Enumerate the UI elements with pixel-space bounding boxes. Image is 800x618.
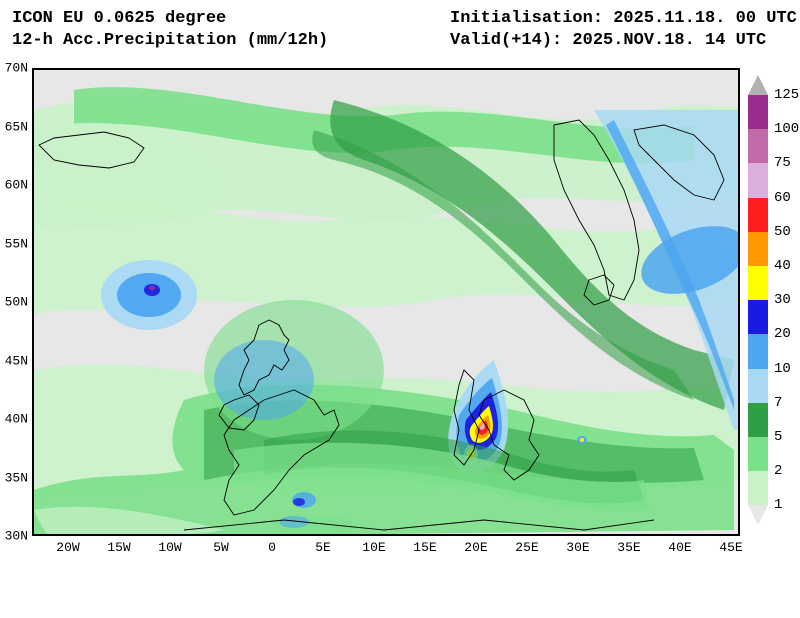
legend-band-10-20[interactable] [748, 334, 768, 368]
legend-color-strip [748, 95, 768, 505]
y-tick-35N: 35N [5, 470, 28, 485]
x-tick-25E: 25E [515, 540, 538, 555]
y-tick-50N: 50N [5, 295, 28, 310]
model-title: ICON EU 0.0625 degree [12, 8, 328, 30]
y-tick-55N: 55N [5, 236, 28, 251]
color-scale-legend: 125 100 75 60 50 40 30 20 10 7 5 2 1 [748, 75, 768, 525]
legend-label-10: 10 [774, 361, 791, 377]
x-tick-5E: 5E [315, 540, 331, 555]
x-tick-20W: 20W [56, 540, 79, 555]
x-tick-35E: 35E [617, 540, 640, 555]
legend-band-20-30[interactable] [748, 300, 768, 334]
header-left-block: ICON EU 0.0625 degree 12-h Acc.Precipita… [12, 8, 328, 52]
legend-gradient-top [748, 75, 768, 95]
x-tick-40E: 40E [668, 540, 691, 555]
y-tick-40N: 40N [5, 412, 28, 427]
legend-label-125: 125 [774, 87, 799, 103]
x-tick-5W: 5W [213, 540, 229, 555]
x-tick-30E: 30E [566, 540, 589, 555]
x-tick-10W: 10W [158, 540, 181, 555]
x-tick-10E: 10E [362, 540, 385, 555]
precipitation-map[interactable] [32, 68, 740, 536]
legend-label-7: 7 [774, 395, 782, 411]
legend-label-50: 50 [774, 224, 791, 240]
legend-label-60: 60 [774, 190, 791, 206]
y-tick-30N: 30N [5, 529, 28, 544]
parameter-title: 12-h Acc.Precipitation (mm/12h) [12, 30, 328, 52]
valid-time-label: Valid(+14): 2025.NOV.18. 14 UTC [450, 30, 797, 52]
legend-tick-labels: 125 100 75 60 50 40 30 20 10 7 5 2 1 [774, 95, 800, 505]
x-tick-0: 0 [268, 540, 276, 555]
y-axis-labels: 70N 65N 60N 55N 50N 45N 40N 35N 30N [0, 68, 30, 536]
legend-label-40: 40 [774, 258, 791, 274]
x-tick-20E: 20E [464, 540, 487, 555]
y-tick-60N: 60N [5, 178, 28, 193]
legend-band-5-7[interactable] [748, 403, 768, 437]
init-time-label: Initialisation: 2025.11.18. 00 UTC [450, 8, 797, 30]
legend-label-30: 30 [774, 292, 791, 308]
legend-band-75-100[interactable] [748, 129, 768, 163]
legend-label-20: 20 [774, 326, 791, 342]
x-tick-15W: 15W [107, 540, 130, 555]
legend-band-2-5[interactable] [748, 437, 768, 471]
legend-band-30-40[interactable] [748, 266, 768, 300]
y-tick-65N: 65N [5, 119, 28, 134]
legend-band-1-2[interactable] [748, 471, 768, 505]
x-tick-45E: 45E [719, 540, 742, 555]
legend-label-5: 5 [774, 429, 782, 445]
header-right-block: Initialisation: 2025.11.18. 00 UTC Valid… [450, 8, 797, 52]
legend-band-60-75[interactable] [748, 163, 768, 197]
legend-label-1: 1 [774, 497, 782, 513]
weather-map-page: ICON EU 0.0625 degree 12-h Acc.Precipita… [0, 0, 800, 618]
legend-label-75: 75 [774, 155, 791, 171]
legend-label-2: 2 [774, 463, 782, 479]
legend-gradient-bottom [748, 505, 768, 525]
legend-band-40-50[interactable] [748, 232, 768, 266]
x-tick-15E: 15E [413, 540, 436, 555]
x-axis-labels: 20W 15W 10W 5W 0 5E 10E 15E 20E 25E 30E … [32, 538, 740, 558]
y-tick-70N: 70N [5, 61, 28, 76]
y-tick-45N: 45N [5, 353, 28, 368]
legend-band-100-125[interactable] [748, 95, 768, 129]
legend-label-100: 100 [774, 121, 799, 137]
legend-band-50-60[interactable] [748, 198, 768, 232]
legend-band-7-10[interactable] [748, 369, 768, 403]
